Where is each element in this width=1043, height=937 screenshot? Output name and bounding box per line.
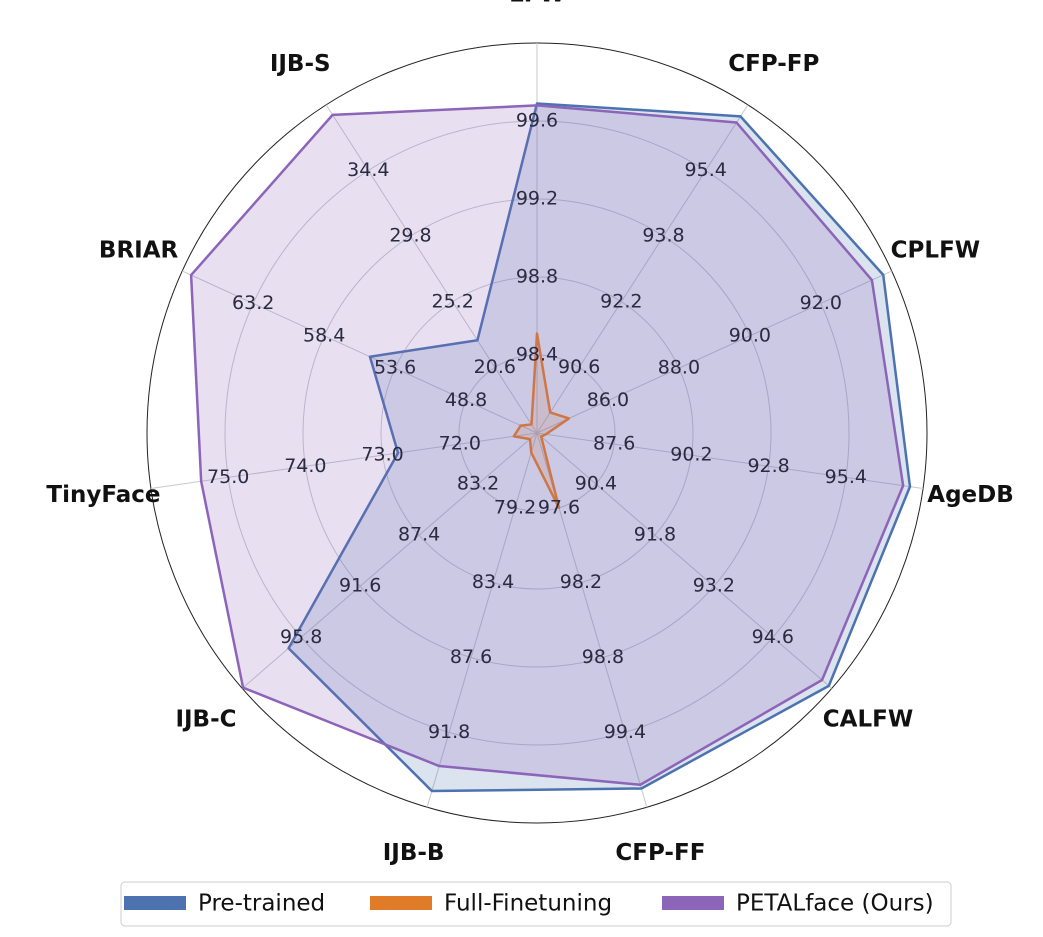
tick-label: 92.2 bbox=[600, 290, 642, 312]
axis-label: CPLFW bbox=[891, 238, 980, 264]
series-area bbox=[512, 332, 571, 510]
tick-label: 95.4 bbox=[825, 466, 867, 488]
tick-label: 98.2 bbox=[560, 571, 602, 593]
tick-label: 91.8 bbox=[634, 524, 676, 546]
axis-label: AgeDB bbox=[927, 482, 1014, 508]
axis-label: IJB-S bbox=[270, 51, 331, 77]
tick-label: 99.2 bbox=[516, 188, 558, 210]
legend-label: Pre-trained bbox=[198, 891, 325, 917]
axis-label: IJB-C bbox=[175, 706, 236, 732]
tick-label: 79.2 bbox=[494, 496, 536, 518]
tick-label: 34.4 bbox=[347, 159, 389, 181]
tick-label: 93.2 bbox=[693, 575, 735, 597]
series-area bbox=[189, 104, 905, 787]
tick-label: 94.6 bbox=[752, 626, 794, 648]
series-area bbox=[287, 102, 912, 793]
tick-label: 25.2 bbox=[432, 290, 474, 312]
spoke bbox=[325, 104, 538, 434]
tick-label: 73.0 bbox=[361, 444, 403, 466]
tick-label: 75.0 bbox=[207, 466, 249, 488]
legend-swatch bbox=[662, 896, 724, 910]
legend-frame bbox=[120, 881, 952, 927]
axis-label: BRIAR bbox=[99, 238, 179, 264]
tick-label: 83.2 bbox=[457, 473, 499, 495]
tick-label: 98.8 bbox=[516, 266, 558, 288]
legend-swatch bbox=[370, 896, 432, 910]
tick-label: 93.8 bbox=[642, 225, 684, 247]
axis-label: LFW bbox=[509, 0, 565, 8]
tick-label: 90.0 bbox=[729, 324, 771, 346]
axis-label: CFP-FF bbox=[615, 840, 705, 866]
legend-swatch bbox=[124, 896, 186, 910]
tick-label: 99.4 bbox=[604, 721, 646, 743]
spoke bbox=[150, 432, 538, 489]
tick-label: 20.6 bbox=[474, 356, 516, 378]
axis-label: CALFW bbox=[823, 706, 913, 732]
legend-label: Full-Finetuning bbox=[444, 891, 612, 917]
tick-label: 88.0 bbox=[658, 357, 700, 379]
tick-label: 98.8 bbox=[582, 646, 624, 668]
tick-label: 92.0 bbox=[800, 292, 842, 314]
axis-label: IJB-B bbox=[383, 840, 445, 866]
spoke bbox=[182, 270, 538, 434]
tick-label: 90.6 bbox=[558, 356, 600, 378]
tick-label: 97.6 bbox=[538, 496, 580, 518]
tick-label: 91.6 bbox=[339, 575, 381, 597]
tick-label: 53.6 bbox=[374, 357, 416, 379]
tick-label: 74.0 bbox=[284, 455, 326, 477]
tick-label: 86.0 bbox=[587, 389, 629, 411]
tick-label: 91.8 bbox=[428, 721, 470, 743]
tick-label: 95.8 bbox=[280, 626, 322, 648]
axis-label: TinyFace bbox=[46, 482, 160, 508]
spoke bbox=[536, 104, 749, 434]
legend-label: PETALface (Ours) bbox=[736, 891, 934, 917]
tick-label: 72.0 bbox=[439, 433, 481, 455]
spoke bbox=[426, 432, 538, 808]
tick-label: 99.6 bbox=[516, 110, 558, 132]
tick-label: 98.4 bbox=[516, 344, 558, 366]
tick-label: 90.2 bbox=[670, 444, 712, 466]
tick-label: 48.8 bbox=[445, 389, 487, 411]
tick-label: 87.6 bbox=[450, 646, 492, 668]
tick-label: 29.8 bbox=[389, 225, 431, 247]
tick-label: 92.8 bbox=[747, 455, 789, 477]
tick-label: 63.2 bbox=[232, 292, 274, 314]
axis-label: CFP-FP bbox=[728, 51, 819, 77]
tick-label: 83.4 bbox=[472, 571, 514, 593]
spoke bbox=[536, 432, 833, 689]
spoke bbox=[536, 270, 892, 434]
tick-label: 58.4 bbox=[303, 324, 345, 346]
spoke bbox=[241, 432, 538, 689]
tick-label: 87.4 bbox=[398, 524, 440, 546]
tick-label: 90.4 bbox=[575, 473, 617, 495]
tick-label: 95.4 bbox=[685, 159, 727, 181]
spoke bbox=[536, 432, 924, 489]
tick-label: 87.6 bbox=[593, 433, 635, 455]
